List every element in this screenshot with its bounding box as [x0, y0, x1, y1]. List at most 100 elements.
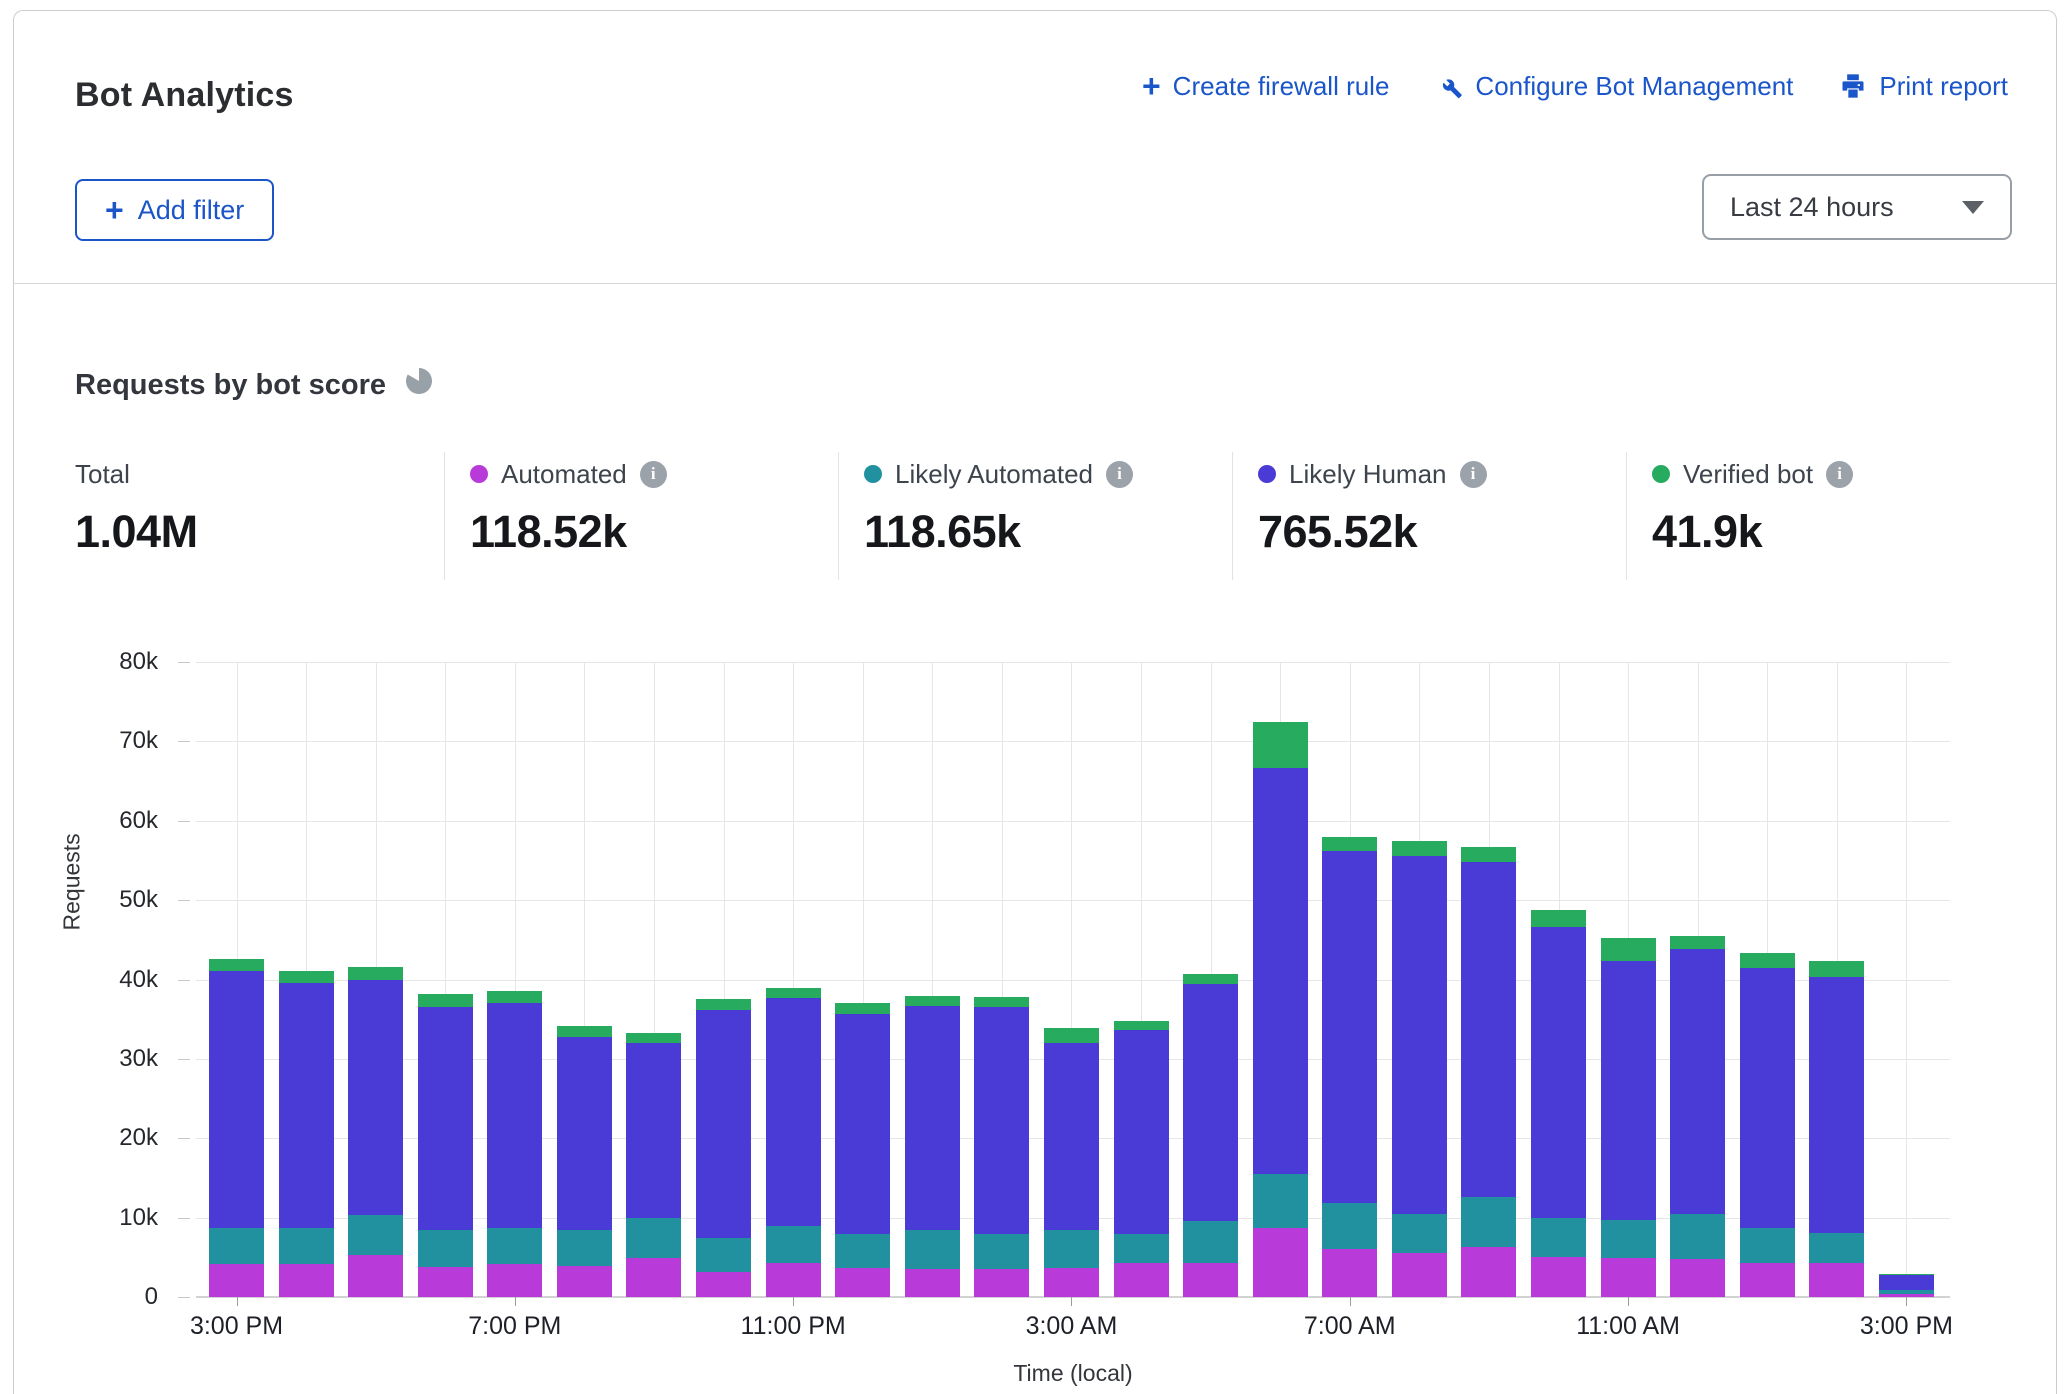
- stat-value: 765.52k: [1258, 506, 1487, 558]
- y-tick-label: 60k: [88, 807, 158, 835]
- info-icon[interactable]: i: [1460, 461, 1487, 488]
- bar-7-00-am[interactable]: [1322, 837, 1377, 1297]
- stat-label: Verified bot: [1683, 459, 1813, 490]
- stat-likely-human: Likely Human i 765.52k: [1258, 458, 1487, 558]
- bar-9-00-am[interactable]: [1461, 847, 1516, 1297]
- bar-3-00-pm[interactable]: [209, 959, 264, 1297]
- segment-verified-bot: [487, 991, 542, 1003]
- segment-likely-human: [1253, 768, 1308, 1174]
- bar-11-00-pm[interactable]: [766, 988, 821, 1297]
- bar-2-00-pm[interactable]: [1809, 961, 1864, 1297]
- segment-likely-automated: [626, 1218, 681, 1258]
- bar-4-00-pm[interactable]: [279, 971, 334, 1297]
- bar-10-00-am[interactable]: [1531, 910, 1586, 1297]
- segment-likely-human: [279, 983, 334, 1228]
- info-icon[interactable]: i: [640, 461, 667, 488]
- stat-value: 41.9k: [1652, 506, 1853, 558]
- plus-icon: +: [105, 194, 124, 226]
- segment-verified-bot: [766, 988, 821, 998]
- stat-verified-bot: Verified bot i 41.9k: [1652, 458, 1853, 558]
- y-tick: [178, 741, 190, 742]
- wrench-icon: [1435, 72, 1463, 100]
- x-tick: [515, 1297, 516, 1306]
- stat-label: Automated: [501, 459, 627, 490]
- bar-10-00-pm[interactable]: [696, 999, 751, 1297]
- info-icon[interactable]: i: [1106, 461, 1133, 488]
- bar-5-00-am[interactable]: [1183, 974, 1238, 1297]
- segment-likely-human: [766, 998, 821, 1226]
- create-firewall-rule-link[interactable]: + Create firewall rule: [1142, 70, 1389, 102]
- segment-likely-automated: [1740, 1228, 1795, 1263]
- x-tick: [1350, 1297, 1351, 1306]
- bar-6-00-pm[interactable]: [418, 994, 473, 1297]
- stat-divider: [444, 452, 445, 580]
- segment-automated: [696, 1272, 751, 1297]
- stat-label: Likely Human: [1289, 459, 1447, 490]
- segment-likely-automated: [1670, 1214, 1725, 1259]
- total-value: 1.04M: [75, 506, 198, 558]
- segment-likely-automated: [418, 1230, 473, 1267]
- bar-3-00-am[interactable]: [1044, 1028, 1099, 1297]
- segment-verified-bot: [209, 959, 264, 971]
- bar-8-00-pm[interactable]: [557, 1026, 612, 1297]
- add-filter-label: Add filter: [138, 195, 245, 226]
- segment-likely-human: [1601, 961, 1656, 1220]
- info-icon[interactable]: i: [1826, 461, 1853, 488]
- segment-likely-automated: [209, 1228, 264, 1264]
- bar-12-00-am[interactable]: [835, 1003, 890, 1297]
- segment-likely-automated: [835, 1234, 890, 1267]
- segment-likely-human: [1809, 977, 1864, 1233]
- bar-2-00-am[interactable]: [974, 997, 1029, 1297]
- add-filter-button[interactable]: + Add filter: [75, 179, 274, 241]
- y-tick: [178, 1297, 190, 1298]
- segment-automated: [835, 1268, 890, 1297]
- x-tick-label: 7:00 AM: [1304, 1312, 1396, 1341]
- time-range-dropdown[interactable]: Last 24 hours: [1702, 174, 2012, 240]
- segment-likely-human: [1392, 856, 1447, 1213]
- bar-7-00-pm[interactable]: [487, 991, 542, 1297]
- segment-likely-human: [1879, 1275, 1934, 1290]
- segment-likely-automated: [974, 1234, 1029, 1269]
- bar-5-00-pm[interactable]: [348, 967, 403, 1297]
- segment-automated: [1183, 1263, 1238, 1297]
- configure-bot-management-link[interactable]: Configure Bot Management: [1435, 71, 1793, 102]
- segment-likely-human: [835, 1014, 890, 1235]
- segment-likely-automated: [279, 1228, 334, 1264]
- stat-label: Likely Automated: [895, 459, 1093, 490]
- bar-11-00-am[interactable]: [1601, 938, 1656, 1297]
- gridline-horizontal: [196, 741, 1950, 742]
- segment-likely-human: [348, 980, 403, 1215]
- segment-likely-automated: [905, 1230, 960, 1270]
- bar-1-00-pm[interactable]: [1740, 953, 1795, 1297]
- y-tick: [178, 821, 190, 822]
- y-tick-label: 80k: [88, 648, 158, 676]
- stat-divider: [1626, 452, 1627, 580]
- segment-likely-automated: [1531, 1218, 1586, 1257]
- time-range-value: Last 24 hours: [1730, 192, 1894, 223]
- stat-divider: [1232, 452, 1233, 580]
- x-tick-label: 11:00 PM: [741, 1312, 846, 1341]
- segment-likely-automated: [696, 1238, 751, 1272]
- bar-8-00-am[interactable]: [1392, 841, 1447, 1297]
- segment-likely-human: [905, 1006, 960, 1230]
- print-report-link[interactable]: Print report: [1839, 71, 2008, 102]
- y-axis-title: Requests: [59, 907, 86, 931]
- segment-verified-bot: [1253, 722, 1308, 768]
- y-tick-label: 70k: [88, 727, 158, 755]
- bar-3-00-pm[interactable]: [1879, 1274, 1934, 1297]
- segment-verified-bot: [1461, 847, 1516, 862]
- segment-verified-bot: [557, 1026, 612, 1037]
- segment-likely-automated: [1601, 1220, 1656, 1258]
- segment-automated: [766, 1263, 821, 1297]
- plot-area: [196, 662, 1950, 1297]
- bar-6-00-am[interactable]: [1253, 722, 1308, 1297]
- segment-automated: [209, 1264, 264, 1297]
- bar-1-00-am[interactable]: [905, 996, 960, 1297]
- bar-4-00-am[interactable]: [1114, 1021, 1169, 1297]
- stat-value: 118.52k: [470, 506, 667, 558]
- bar-9-00-pm[interactable]: [626, 1033, 681, 1297]
- create-firewall-rule-label: Create firewall rule: [1173, 71, 1390, 102]
- bar-12-00-pm[interactable]: [1670, 936, 1725, 1297]
- x-tick-label: 11:00 AM: [1576, 1312, 1680, 1341]
- segment-automated: [1809, 1263, 1864, 1297]
